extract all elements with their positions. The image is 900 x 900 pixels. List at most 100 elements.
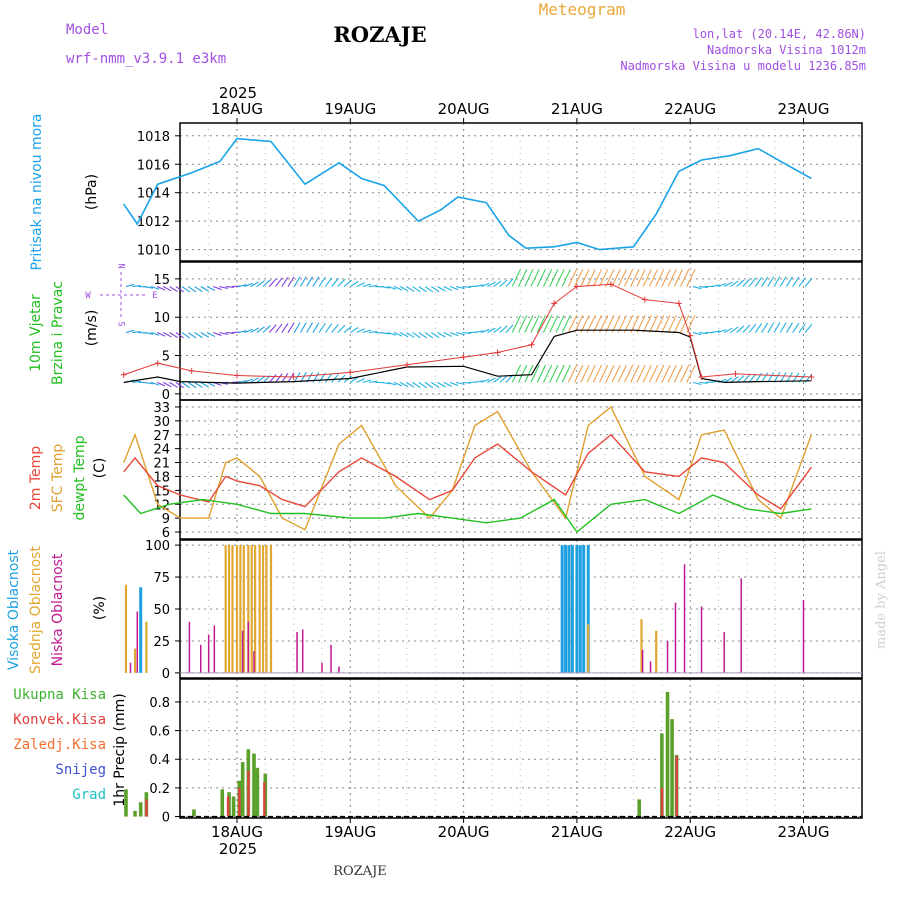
wind-barb: [449, 332, 459, 337]
wind-barb: [412, 286, 421, 293]
wind-barb: [200, 286, 209, 292]
date-label-top: 23AUG: [778, 100, 830, 118]
wind-barb: [213, 286, 222, 291]
cloud-bar-visoka: [560, 545, 564, 673]
wind-barb: [387, 381, 397, 386]
wind-barb: [150, 381, 160, 386]
wind-barb: [368, 380, 378, 383]
precip-bar-total: [192, 809, 196, 817]
model-altitude-label: Nadmorska Visina u modelu 1236.85m: [620, 59, 866, 73]
wind-barb: [511, 364, 522, 383]
wind-gust-marker: [641, 296, 648, 303]
cloud-bar-visoka: [582, 545, 586, 673]
wind-barb: [293, 372, 301, 383]
date-label-top: 19AUG: [324, 100, 376, 118]
wind-barb: [381, 285, 390, 289]
wind-barb: [754, 277, 763, 287]
model-name: wrf-nmm_v3.9.1 e3km: [66, 51, 226, 67]
temperature-ytick-label: 30: [153, 415, 170, 430]
cloud-bar-srednja: [269, 545, 273, 673]
wind-ytick-label: 15: [153, 273, 170, 288]
wind-barb: [268, 278, 277, 287]
cloud-bar-srednja: [265, 545, 268, 673]
precip-panel: 0 0.2 0.4 0.6 0.8: [124, 678, 863, 826]
wind-barb: [542, 315, 553, 333]
wind-barb: [175, 381, 184, 389]
wind-barb: [406, 381, 415, 388]
cloud-bar-niska: [129, 662, 132, 673]
cloud-bar-niska: [301, 629, 304, 673]
temp-ylabel-3: dewpt Temp: [72, 435, 88, 520]
wind-barb: [250, 327, 259, 334]
wind-barb: [480, 378, 490, 383]
wind-barb: [156, 381, 166, 387]
wind-barb: [673, 269, 684, 287]
wind-barb: [686, 364, 696, 383]
precip-bar-total: [670, 719, 674, 817]
wind-barb: [511, 315, 522, 333]
wind-barb: [730, 280, 739, 287]
wind-barb: [287, 372, 295, 383]
wind-barb: [636, 315, 646, 333]
wind-barb: [350, 376, 359, 383]
wind-barb: [225, 285, 235, 288]
wind-barb: [194, 381, 203, 388]
cloud-bar-visoka: [139, 587, 143, 673]
wind-barb: [561, 315, 571, 333]
wind-barb: [206, 381, 216, 387]
temp-dewpt-line: [123, 494, 812, 534]
wind-barb: [437, 332, 446, 338]
cloud-bar-niska: [296, 632, 298, 673]
wind-gust-marker: [528, 341, 535, 348]
wind-barb: [324, 277, 333, 287]
clouds-ytick-label: 100: [145, 539, 170, 554]
wind-barb: [200, 381, 209, 388]
wind-barb: [605, 364, 615, 383]
wind-barb: [194, 332, 203, 339]
wind-barb: [798, 323, 806, 333]
precip-ytick-label: 0.4: [149, 753, 170, 768]
wind-barb: [406, 332, 415, 338]
precip-bar-convective: [145, 799, 148, 817]
wind-barb: [132, 285, 141, 288]
wind-gust-marker: [494, 349, 501, 356]
pressure-unit: (hPa): [84, 174, 100, 210]
wind-barb: [723, 327, 733, 334]
wind-gust-marker: [687, 332, 694, 339]
precip-bar-convective: [247, 770, 250, 817]
wind-barb: [449, 381, 459, 386]
panels: 1010101210141016101805101569121518212427…: [120, 122, 863, 826]
precip-bar-total: [138, 802, 143, 817]
precip-legend-conv: Konvek.Kisa: [13, 712, 106, 728]
wind-barb: [574, 364, 584, 383]
wind-barb: [567, 269, 578, 287]
wind-barb: [754, 323, 763, 333]
wind-barb: [250, 377, 259, 383]
wind-barb: [636, 269, 646, 287]
wind-barb: [773, 372, 781, 383]
page-title: ROZAJE: [333, 22, 426, 47]
cloud-bar-visoka: [567, 545, 571, 673]
precip-legend-total: Ukupna Kisa: [13, 687, 106, 703]
wind-barb: [368, 330, 378, 334]
wind-barb: [462, 381, 471, 384]
wind-barb: [287, 276, 295, 287]
wind-gust-marker: [234, 372, 240, 379]
wind-barb: [462, 331, 471, 334]
wind-barb: [792, 276, 800, 287]
precip-legend-hail: Grad: [72, 787, 106, 803]
wind-barb: [275, 373, 283, 383]
wind-barb: [499, 375, 508, 383]
wind-gust-marker: [551, 300, 558, 307]
date-label-bottom: 23AUG: [778, 823, 830, 841]
wind-barb: [393, 332, 403, 337]
wind-barb: [474, 330, 484, 334]
wind-barb: [623, 364, 634, 383]
wind-barb: [736, 279, 745, 287]
wind-barb: [412, 381, 421, 389]
wind-barb: [431, 332, 440, 339]
cloud-bar-niska: [330, 644, 332, 673]
year-label-bottom: 2025: [219, 840, 257, 858]
precip-legend-snow: Snijeg: [55, 762, 106, 778]
